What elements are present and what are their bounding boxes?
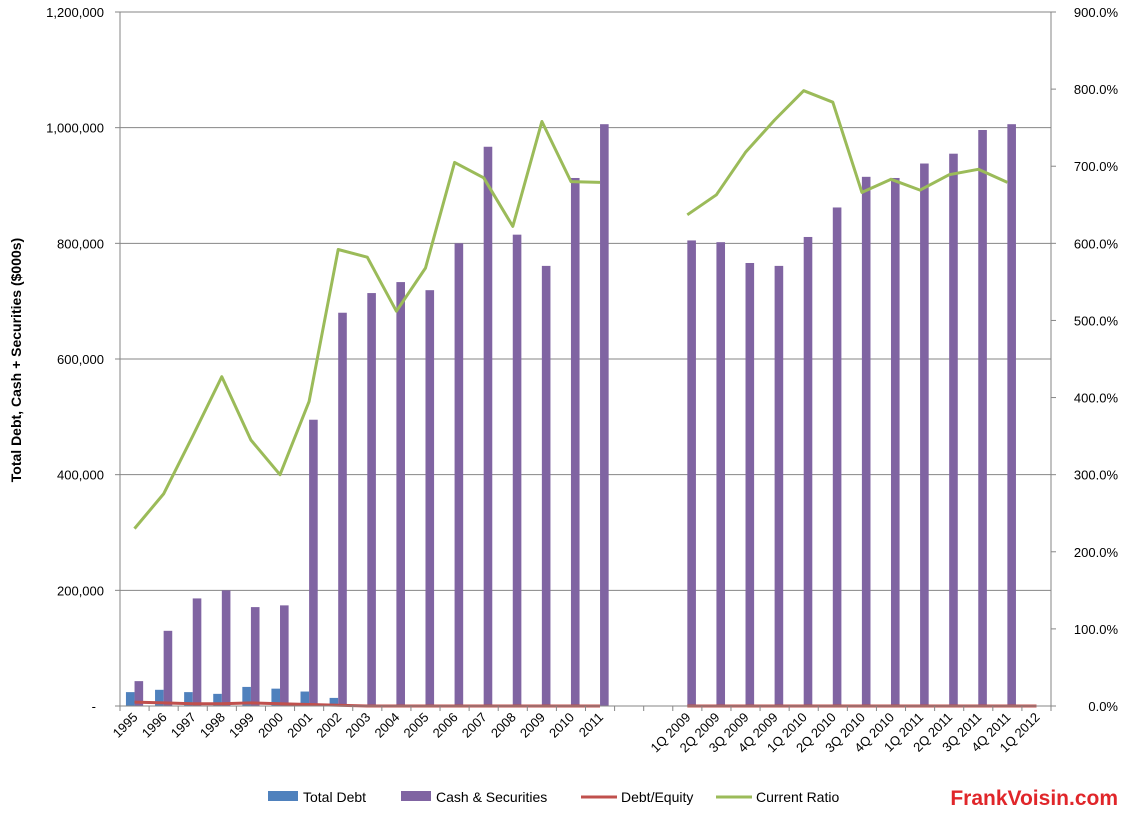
cash-securities-bar	[861, 176, 871, 706]
right-axis-ticks: 0.0% 100.0% 200.0% 300.0% 400.0% 500.0% 600.0%…	[1051, 5, 1118, 714]
x-tick-label: 2000	[255, 710, 286, 741]
cash-securities-bar	[745, 262, 755, 706]
right-tick-label: 200.0%	[1074, 545, 1119, 560]
right-tick-label: 600.0%	[1074, 236, 1119, 251]
cash-securities-bar	[483, 146, 493, 707]
cash-securities-bar	[163, 630, 173, 706]
x-tick-label: 2002	[313, 710, 344, 741]
total-debt-bar	[155, 689, 164, 706]
total-debt-bar	[213, 693, 222, 706]
total-debt-bar	[271, 688, 281, 706]
cash-securities-bar	[192, 598, 202, 706]
left-tick-label: 1,200,000	[46, 5, 104, 20]
left-tick-label: 400,000	[57, 468, 104, 483]
cash-securities-bar	[280, 605, 289, 706]
current-ratio-line	[686, 89, 1009, 217]
legend-swatch	[401, 791, 431, 801]
cash-securities-bar	[687, 240, 696, 707]
cash-securities-bar	[338, 312, 347, 706]
x-tick-label: 2004	[371, 710, 402, 741]
cash-securities-bar	[949, 153, 958, 707]
axes	[119, 12, 1052, 711]
x-tick-label: 2005	[401, 710, 432, 741]
x-tick-label: 2006	[430, 710, 461, 741]
legend-swatch	[268, 791, 298, 801]
x-tick-label: 2010	[546, 710, 577, 741]
right-tick-label: 700.0%	[1074, 159, 1119, 174]
x-tick-label: 2009	[517, 710, 548, 741]
cash-securities-bar	[250, 607, 260, 706]
right-tick-label: 800.0%	[1074, 82, 1119, 97]
x-tick-label: 1999	[226, 710, 257, 741]
left-tick-label: -	[92, 699, 96, 714]
total-debt-bar	[125, 692, 135, 706]
x-tick-label: 1996	[139, 710, 170, 741]
cash-securities-bar	[367, 293, 376, 706]
legend-label: Current Ratio	[756, 789, 839, 805]
total-debt-bar	[329, 697, 339, 706]
x-tick-label: 1995	[110, 710, 141, 741]
cash-securities-bar	[978, 129, 987, 707]
x-tick-label: 2001	[284, 710, 315, 741]
debt-equity-line	[134, 700, 600, 708]
left-tick-label: 800,000	[57, 236, 104, 251]
cash-securities-bar	[396, 282, 405, 706]
cash-securities-bar	[920, 163, 929, 707]
legend-label: Cash & Securities	[436, 789, 547, 805]
left-tick-label: 200,000	[57, 583, 104, 598]
total-debt-bar	[242, 686, 251, 706]
gridlines	[120, 11, 1051, 591]
right-tick-label: 500.0%	[1074, 313, 1119, 328]
total-debt-bar	[300, 691, 310, 706]
cash-securities-bar	[221, 590, 231, 706]
x-tick-label: 2007	[459, 710, 490, 741]
legend-label: Total Debt	[303, 789, 366, 805]
x-tick-label: 1997	[168, 710, 199, 741]
x-axis-labels: 1995199619971998199920002001200220032004…	[110, 710, 1043, 756]
cash-securities-bar	[454, 243, 464, 707]
cash-securities-bar	[716, 242, 726, 706]
current-ratio-line	[133, 120, 601, 530]
watermark: FrankVoisin.com	[950, 787, 1118, 810]
cash-securities-bar	[134, 681, 144, 706]
cash-securities-bar	[309, 419, 318, 706]
x-tick-label: 2011	[576, 710, 606, 740]
cash-securities-bar	[803, 236, 813, 706]
right-tick-label: 300.0%	[1074, 468, 1119, 483]
cash-securities-bar	[512, 234, 522, 707]
left-axis-ticks: - 200,000 400,000 600,000 800,000 1,000,000 1,…	[46, 5, 120, 714]
right-tick-label: 400.0%	[1074, 391, 1119, 406]
cash-securities-bar	[541, 265, 551, 706]
left-tick-label: 1,000,000	[46, 121, 104, 136]
cash-securities-bar	[832, 207, 842, 706]
right-tick-label: 0.0%	[1088, 699, 1118, 714]
cash-securities-bar	[425, 290, 435, 706]
right-tick-label: 900.0%	[1074, 5, 1119, 20]
cash-securities-bar	[570, 177, 580, 706]
bars	[125, 124, 1016, 707]
lines	[133, 89, 1037, 708]
total-debt-bar	[184, 692, 193, 706]
y-axis-title: Total Debt, Cash + Securities ($000s)	[8, 238, 24, 482]
cash-securities-bar	[1007, 124, 1016, 707]
left-tick-label: 600,000	[57, 352, 104, 367]
cash-securities-bar	[774, 265, 784, 706]
x-tick-label: 1998	[197, 710, 228, 741]
legend-label: Debt/Equity	[621, 789, 693, 805]
right-tick-label: 100.0%	[1074, 622, 1119, 637]
legend: Total Debt Cash & Securities Debt/Equity Cu…	[268, 789, 839, 805]
x-tick-label: 2003	[342, 710, 373, 741]
x-tick-label: 2008	[488, 710, 519, 741]
cash-securities-bar	[890, 177, 900, 706]
cash-securities-bar	[600, 124, 609, 707]
